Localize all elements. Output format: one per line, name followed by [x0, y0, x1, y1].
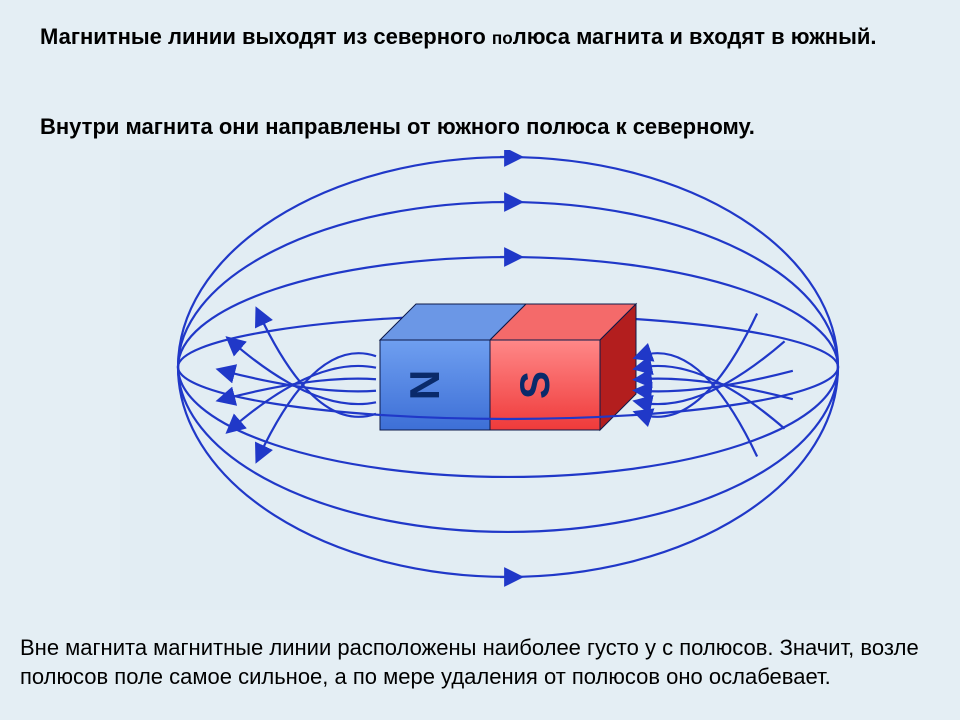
heading-1-part-b: по — [492, 28, 513, 48]
slide: Магнитные линии выходят из северного пол… — [0, 0, 960, 720]
heading-1-part-c: люса магнита и входят в южный. — [513, 24, 877, 49]
north-pole-label: N — [401, 370, 448, 400]
field-svg: NS — [120, 150, 850, 610]
heading-1-part-a: Магнитные линии выходят из северного — [40, 24, 492, 49]
magnet-field-diagram: NS — [120, 150, 850, 610]
heading-2: Внутри магнита они направлены от южного … — [40, 112, 920, 142]
south-pole-label: S — [511, 371, 558, 399]
heading-1: Магнитные линии выходят из северного пол… — [40, 22, 920, 52]
body-text: Вне магнита магнитные линии расположены … — [20, 633, 940, 692]
